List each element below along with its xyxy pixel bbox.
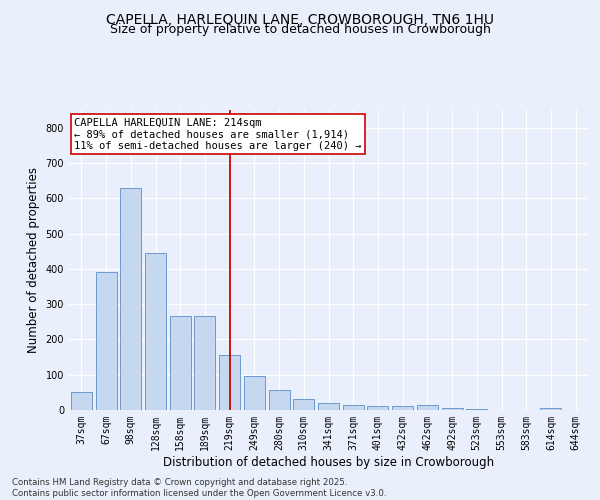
Text: Contains HM Land Registry data © Crown copyright and database right 2025.
Contai: Contains HM Land Registry data © Crown c… <box>12 478 386 498</box>
Bar <box>269 390 290 410</box>
Bar <box>417 405 438 410</box>
Bar <box>392 406 413 410</box>
Bar <box>145 253 166 410</box>
Text: CAPELLA, HARLEQUIN LANE, CROWBOROUGH, TN6 1HU: CAPELLA, HARLEQUIN LANE, CROWBOROUGH, TN… <box>106 12 494 26</box>
Bar <box>120 188 141 410</box>
Bar <box>541 408 562 410</box>
Bar <box>95 272 116 410</box>
Bar <box>170 316 191 410</box>
Bar <box>244 376 265 410</box>
Bar <box>219 356 240 410</box>
Bar <box>367 406 388 410</box>
Bar <box>194 316 215 410</box>
Text: CAPELLA HARLEQUIN LANE: 214sqm
← 89% of detached houses are smaller (1,914)
11% : CAPELLA HARLEQUIN LANE: 214sqm ← 89% of … <box>74 118 362 150</box>
Y-axis label: Number of detached properties: Number of detached properties <box>27 167 40 353</box>
Bar <box>442 408 463 410</box>
X-axis label: Distribution of detached houses by size in Crowborough: Distribution of detached houses by size … <box>163 456 494 468</box>
Bar <box>71 392 92 410</box>
Text: Size of property relative to detached houses in Crowborough: Size of property relative to detached ho… <box>110 22 490 36</box>
Bar <box>293 400 314 410</box>
Bar <box>343 404 364 410</box>
Bar <box>318 403 339 410</box>
